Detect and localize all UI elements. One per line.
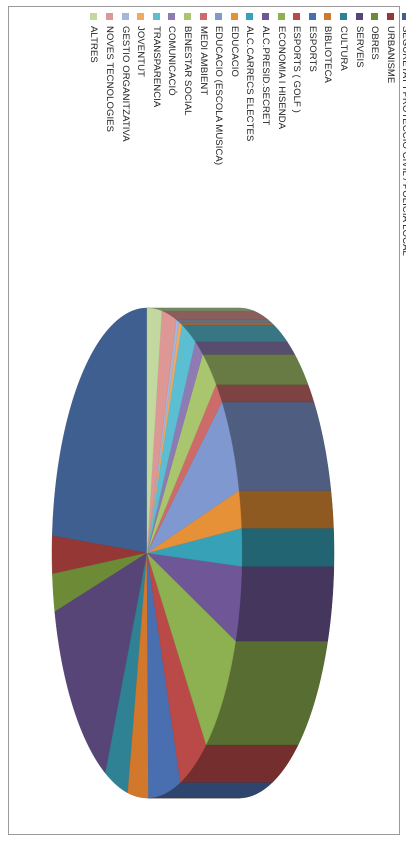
pie-slice-alc-presid-secret [146,552,243,642]
legend-label: SEGURETAT I PROTECCIO CIVIL / POLICIA LO… [400,26,406,256]
pie-side-educacio-escola-musica [221,401,332,491]
pie-slice-medi-ambient [146,384,223,554]
pie-side-alc-carrecs-electes [241,527,335,567]
legend-label: EDUCACIO [228,26,240,77]
pie-slice-serveis [54,552,148,774]
pie-side-medi-ambient [215,384,315,403]
legend: SEGURETAT I PROTECCIO CIVIL / POLICIA LO… [57,13,406,353]
legend-label: BENESTAR SOCIAL [182,26,194,116]
legend-item-comunicaci: COMUNICACIÓ [165,13,179,96]
legend-item-serveis: SERVEIS [352,13,366,68]
legend-swatch [371,13,379,20]
pie-chart [51,307,335,799]
legend-label: URBANISME [384,26,396,84]
pie-slice-seguretat-i-proteccio-civil-policia-local [52,307,148,554]
pie-slice-obres [52,552,148,613]
legend-item-transparencia: TRANSPARENCIA [149,13,163,107]
legend-swatch [277,13,285,20]
legend-label: ESPORTS ( GOLF ) [291,26,303,113]
legend-item-benestar-social: BENESTAR SOCIAL [181,13,195,116]
pie-slice-esports [146,552,181,799]
legend-swatch [230,13,238,20]
legend-label: JOVENTUT [135,26,147,77]
legend-item-altres: ALTRES [87,13,101,63]
legend-swatch [215,13,223,20]
pie-side-alc-presid-secret [235,566,335,642]
legend-label: BIBLIOTECA [322,26,334,83]
pie-slice-educacio [146,490,242,554]
legend-item-obres: OBRES [368,13,382,60]
pie-slice-cultura [105,552,148,794]
legend-item-economia-i-hisenda: ECONOMIA I HISENDA [274,13,288,129]
legend-swatch [402,13,406,20]
legend-label: ALC.CARRECS ELECTES [244,26,256,142]
pie-slice-educacio-escola-musica [146,401,240,554]
legend-swatch [262,13,270,20]
legend-swatch [152,13,160,20]
pie-slice-comunicaci [146,341,203,554]
legend-item-alc-carrecs-electes: ALC.CARRECS ELECTES [243,13,257,141]
pie-slices [51,307,243,799]
legend-label: OBRES [369,26,381,60]
legend-label: ECONOMIA I HISENDA [275,26,287,130]
pie-slice-biblioteca [127,552,149,799]
pie-side-benestar-social [202,354,309,385]
legend-label: CULTURA [338,26,350,71]
pie-slice-economia-i-hisenda [146,552,236,746]
legend-item-alc-presid-secret: ALC.PRESID.SECRET [259,13,273,125]
legend-swatch [168,13,176,20]
chart-frame: SEGURETAT I PROTECCIO CIVIL / POLICIA LO… [8,6,406,835]
legend-swatch [340,13,348,20]
pie-slice-esports-golf [146,552,207,783]
pie-slice-benestar-social [146,353,217,554]
legend-item-educacio: EDUCACIO [227,13,241,77]
legend-item-joventut: JOVENTUT [134,13,148,77]
pie-slice-altres [146,307,162,554]
legend-swatch [308,13,316,20]
pie-slice-noves-tecnologies [146,310,177,554]
legend-label: ESPORTS [306,26,318,72]
legend-swatch [355,13,363,20]
legend-swatch [106,13,114,20]
legend-swatch [324,13,332,20]
legend-label: ALTRES [88,26,100,63]
legend-item-noves-tecnologies: NOVES TECNOLOGIES [103,13,117,132]
pie-slice-alc-carrecs-electes [146,527,243,567]
legend-swatch [293,13,301,20]
legend-label: SERVEIS [353,26,365,68]
legend-item-medi-ambient: MEDI AMBIENT [196,13,210,95]
legend-item-esports: ESPORTS [305,13,319,72]
legend-swatch [121,13,129,20]
legend-item-biblioteca: BIBLIOTECA [321,13,335,83]
legend-item-urbanisme: URBANISME [383,13,397,83]
legend-item-cultura: CULTURA [337,13,351,71]
pie-slice-transparencia [146,324,196,554]
legend-label: COMUNICACIÓ [166,26,178,96]
pie-slice-urbanisme [51,535,148,575]
legend-swatch [184,13,192,20]
legend-swatch [90,13,98,20]
legend-label: GESTIO ORGANITZATIVA [119,26,131,142]
pie-side-educacio [238,490,334,529]
legend-swatch [386,13,394,20]
legend-item-gestio-organitzativa: GESTIO ORGANITZATIVA [118,13,132,142]
legend-item-educacio-escola-musica: EDUCACIO (ESCOLA MUSICA) [212,13,226,165]
legend-label: NOVES TECNOLOGIES [104,26,116,133]
legend-label: MEDI AMBIENT [197,26,209,96]
legend-label: ALC.PRESID.SECRET [260,26,272,126]
legend-label: EDUCACIO (ESCOLA MUSICA) [213,26,225,166]
pie-side-walls [146,307,335,799]
legend-item-seguretat-i-proteccio-civil-policia-local: SEGURETAT I PROTECCIO CIVIL / POLICIA LO… [399,13,406,256]
legend-swatch [199,13,207,20]
legend-swatch [246,13,254,20]
legend-swatch [137,13,145,20]
legend-item-esports-golf: ESPORTS ( GOLF ) [290,13,304,113]
legend-label: TRANSPARENCIA [150,26,162,108]
